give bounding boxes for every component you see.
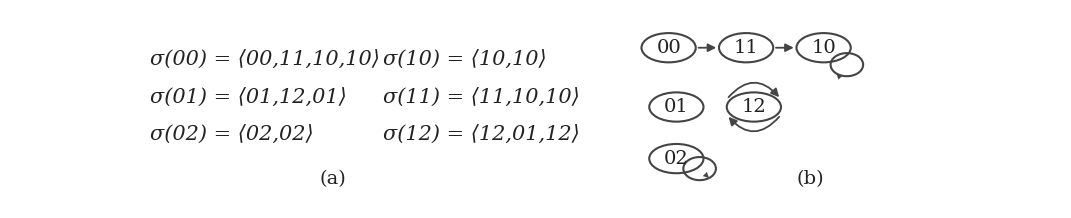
Text: 11: 11: [734, 39, 758, 57]
Text: 02: 02: [664, 150, 689, 168]
Text: σ(12) = ⟨12,01,12⟩: σ(12) = ⟨12,01,12⟩: [383, 126, 579, 145]
Text: σ(10) = ⟨10,10⟩: σ(10) = ⟨10,10⟩: [383, 50, 546, 69]
Text: σ(02) = ⟨02,02⟩: σ(02) = ⟨02,02⟩: [150, 126, 314, 145]
Text: σ(11) = ⟨11,10,10⟩: σ(11) = ⟨11,10,10⟩: [383, 89, 579, 108]
Text: 00: 00: [657, 39, 681, 57]
Text: (b): (b): [797, 170, 825, 188]
Text: 01: 01: [664, 98, 689, 116]
Text: 10: 10: [811, 39, 836, 57]
Text: σ(00) = ⟨00,11,10,10⟩: σ(00) = ⟨00,11,10,10⟩: [150, 50, 380, 69]
Text: (a): (a): [320, 170, 346, 188]
Text: 12: 12: [741, 98, 766, 116]
Text: σ(01) = ⟨01,12,01⟩: σ(01) = ⟨01,12,01⟩: [150, 89, 347, 108]
